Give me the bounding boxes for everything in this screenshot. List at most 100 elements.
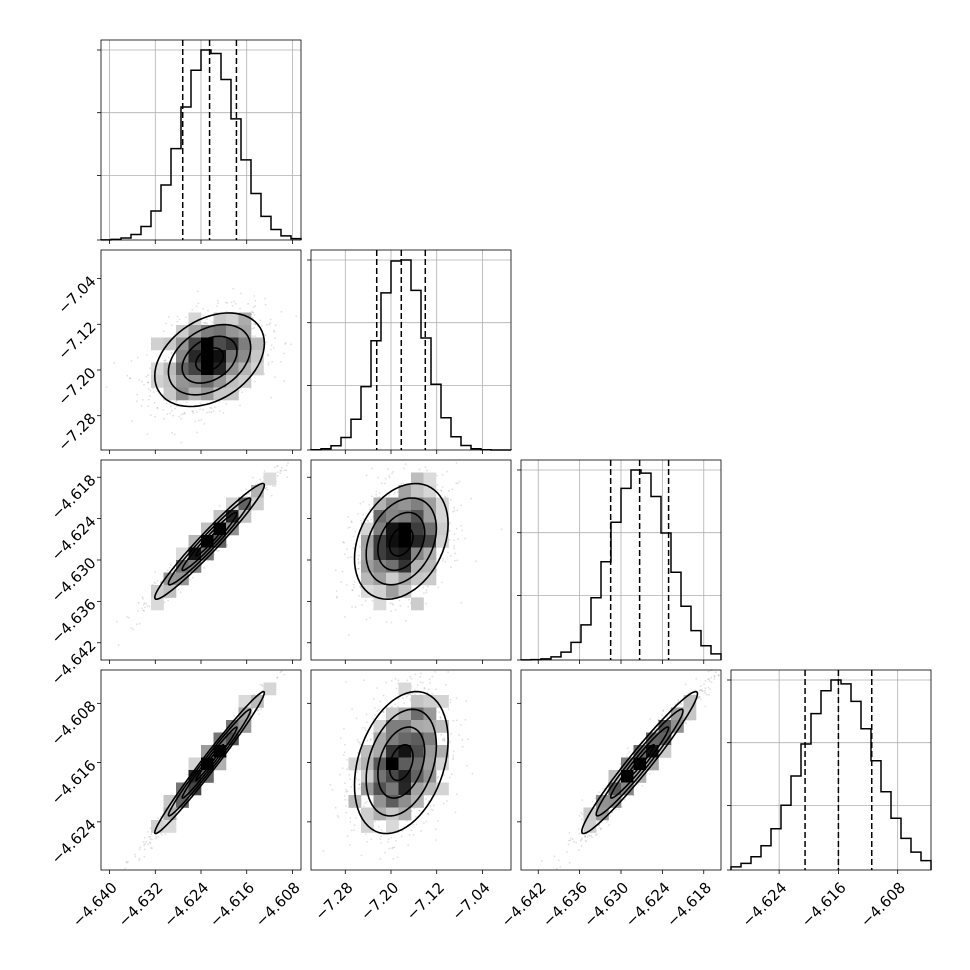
scatter-point bbox=[149, 842, 152, 845]
scatter-point bbox=[251, 327, 254, 330]
scatter-point bbox=[203, 567, 206, 569]
panel-0-0 bbox=[97, 39, 302, 244]
scatter-point bbox=[180, 413, 183, 416]
scatter-point bbox=[272, 329, 275, 332]
scatter-point bbox=[254, 335, 257, 338]
density-cell bbox=[176, 547, 189, 561]
scatter-point bbox=[456, 559, 459, 562]
scatter-point bbox=[260, 708, 263, 710]
scatter-point bbox=[354, 606, 357, 608]
y-tick-label: −4.618 bbox=[48, 471, 100, 523]
scatter-point bbox=[161, 579, 164, 581]
scatter-point bbox=[239, 404, 241, 407]
scatter-point bbox=[226, 544, 228, 546]
scatter-point bbox=[166, 569, 169, 572]
scatter-point bbox=[225, 402, 228, 405]
scatter-point bbox=[394, 609, 397, 611]
density-cell bbox=[151, 375, 164, 388]
scatter-point bbox=[267, 355, 269, 357]
scatter-point bbox=[132, 628, 134, 631]
scatter-point bbox=[362, 514, 365, 516]
scatter-point bbox=[400, 482, 403, 485]
scatter-point bbox=[389, 602, 392, 604]
y-tick-label: −4.624 bbox=[48, 512, 100, 564]
scatter-point bbox=[371, 599, 374, 602]
density-cell bbox=[213, 350, 227, 363]
scatter-point bbox=[175, 400, 178, 403]
scatter-point bbox=[267, 364, 270, 366]
panel-1-1 bbox=[307, 249, 512, 454]
scatter-point bbox=[141, 596, 144, 599]
scatter-point bbox=[277, 465, 279, 467]
scatter-point bbox=[350, 520, 353, 523]
y-tick-label: −7.28 bbox=[54, 410, 99, 455]
scatter-point bbox=[457, 538, 459, 541]
scatter-point bbox=[352, 583, 355, 586]
scatter-point bbox=[234, 302, 237, 305]
scatter-point bbox=[203, 321, 205, 324]
scatter-point bbox=[194, 420, 197, 423]
scatter-point bbox=[135, 623, 138, 626]
scatter-point bbox=[259, 478, 261, 481]
density-cell bbox=[188, 312, 202, 326]
scatter-point bbox=[105, 386, 108, 388]
scatter-point bbox=[128, 377, 131, 380]
contour-level-3 bbox=[153, 482, 266, 600]
scatter-point bbox=[173, 433, 176, 436]
scatter-point bbox=[375, 490, 378, 493]
scatter-point bbox=[449, 566, 452, 568]
scatter-point bbox=[252, 476, 255, 479]
scatter-point bbox=[259, 319, 262, 322]
scatter-point bbox=[347, 527, 350, 529]
density-cell bbox=[163, 387, 177, 401]
scatter-point bbox=[347, 634, 350, 636]
scatter-point bbox=[218, 410, 221, 412]
scatter-point bbox=[211, 321, 214, 324]
density-cell bbox=[238, 337, 252, 351]
scatter-point bbox=[370, 518, 372, 521]
scatter-point bbox=[370, 495, 373, 498]
scatter-point bbox=[441, 473, 444, 476]
scatter-point bbox=[457, 482, 459, 485]
scatter-point bbox=[426, 469, 428, 472]
scatter-point bbox=[170, 564, 172, 567]
scatter-point bbox=[385, 621, 388, 623]
scatter-point bbox=[177, 588, 180, 591]
density-cell bbox=[201, 350, 214, 363]
scatter-point bbox=[149, 414, 152, 417]
scatter-point bbox=[147, 388, 150, 390]
scatter-point bbox=[166, 413, 169, 416]
scatter-point bbox=[458, 480, 461, 483]
scatter-point bbox=[279, 469, 282, 472]
scatter-point bbox=[169, 405, 172, 408]
y-tick-label: −7.04 bbox=[54, 272, 99, 317]
scatter-point bbox=[346, 548, 348, 551]
scatter-point bbox=[399, 604, 402, 607]
scatter-point bbox=[357, 562, 360, 565]
scatter-point bbox=[453, 547, 456, 550]
scatter-point bbox=[388, 494, 391, 497]
scatter-point bbox=[172, 570, 174, 572]
scatter-point bbox=[456, 509, 459, 512]
scatter-point bbox=[146, 604, 149, 607]
scatter-point bbox=[130, 360, 133, 362]
scatter-point bbox=[341, 570, 344, 573]
panel-2-2 bbox=[517, 459, 722, 664]
scatter-point bbox=[349, 526, 351, 528]
scatter-point bbox=[342, 541, 345, 544]
scatter-point bbox=[453, 545, 455, 547]
scatter-point bbox=[168, 566, 171, 569]
scatter-point bbox=[384, 477, 387, 480]
scatter-point bbox=[402, 467, 405, 470]
panel-frame bbox=[100, 459, 302, 661]
scatter-point bbox=[461, 529, 463, 532]
contour-level-1 bbox=[181, 335, 238, 384]
scatter-point bbox=[285, 464, 288, 467]
scatter-point bbox=[361, 604, 363, 606]
scatter-point bbox=[154, 582, 157, 585]
scatter-point bbox=[171, 431, 174, 434]
density-cell bbox=[263, 472, 277, 486]
density-cell bbox=[213, 362, 227, 376]
density-cell bbox=[188, 375, 202, 388]
density-cell bbox=[423, 472, 437, 486]
